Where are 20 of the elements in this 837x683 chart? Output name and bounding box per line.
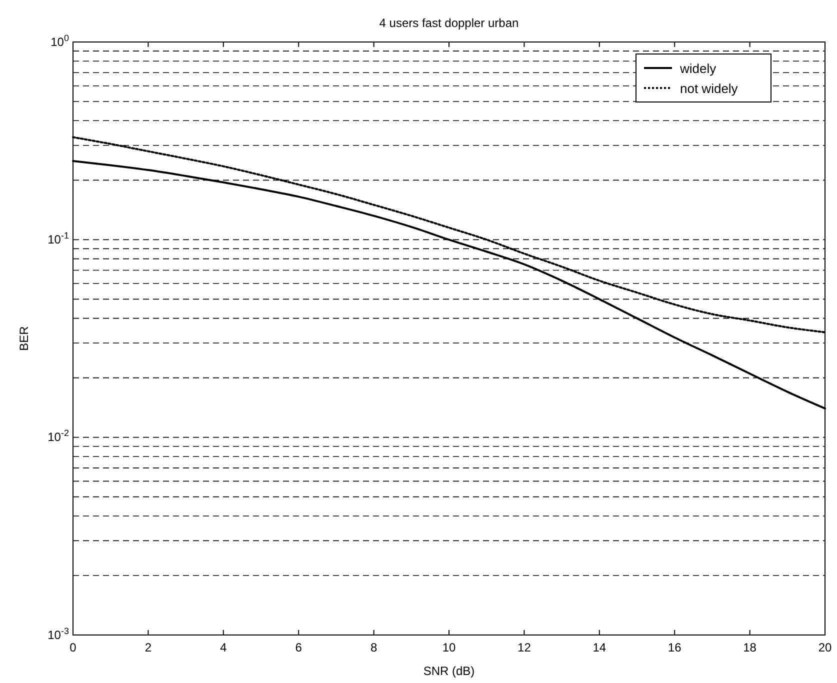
y-tick-label: 10$^{0}$ [50,32,69,49]
x-tick-label: 8 [370,640,378,655]
x-tick-label: 14 [592,640,606,655]
legend-label: not widely [680,81,738,96]
x-tick-label: 2 [144,640,152,655]
x-tick-label: 16 [668,640,682,655]
x-tick-label: 0 [70,640,77,655]
y-axis-title: BER [17,326,31,351]
x-axis-title: SNR (dB) [423,664,475,678]
x-tick-label: 10 [442,640,456,655]
x-tick-label: 12 [518,640,532,655]
y-tick-label: 10$^{-2}$ [48,428,69,444]
x-tick-label: 6 [295,640,302,655]
y-tick-label: 10$^{-3}$ [48,626,69,642]
y-tick-label: 10$^{-1}$ [48,230,69,247]
chart-title: 4 users fast doppler urban [379,16,519,30]
x-tick-label: 18 [743,640,757,655]
x-tick-label: 20 [818,640,832,655]
legend-label: widely [679,61,717,76]
x-tick-label: 4 [220,640,228,655]
